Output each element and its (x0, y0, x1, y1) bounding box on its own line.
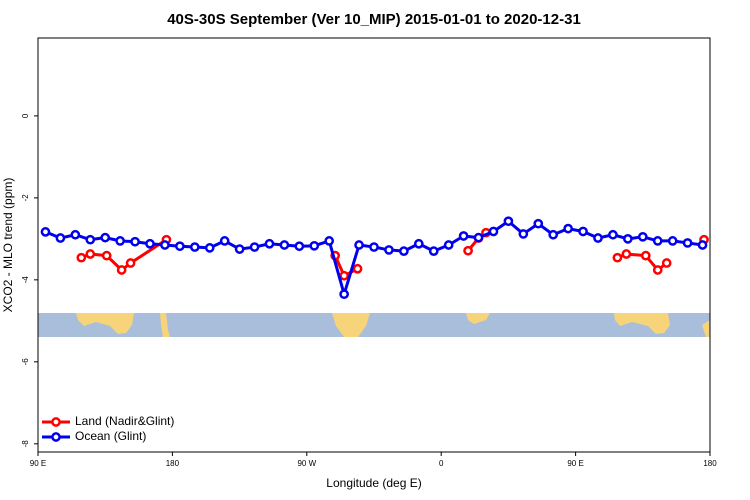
data-point (443, 240, 454, 250)
data-point (473, 232, 484, 243)
data-point (548, 229, 559, 240)
data-point (219, 236, 230, 246)
data-point (352, 263, 363, 274)
y-tick-label: -8 (21, 440, 30, 448)
series-line (44, 219, 703, 296)
land-shape (466, 313, 490, 324)
legend-label: Land (Nadir&Glint) (75, 414, 174, 428)
land-shape (702, 320, 710, 337)
data-point (621, 249, 632, 259)
legend-marker (51, 432, 61, 442)
y-tick-label: -2 (21, 194, 30, 202)
x-tick-label: 180 (703, 459, 717, 468)
data-point (384, 245, 394, 255)
y-tick-label: -4 (21, 276, 30, 284)
legend-label: Ocean (Glint) (75, 429, 146, 443)
data-point (234, 244, 245, 254)
land-shape (76, 313, 134, 334)
data-point (40, 227, 51, 237)
data-point (640, 250, 651, 261)
x-tick-label: 90 E (30, 459, 46, 468)
data-point (488, 226, 499, 237)
data-point (115, 236, 125, 246)
data-point (294, 241, 305, 252)
data-point (175, 241, 185, 252)
data-point (100, 232, 111, 243)
y-tick-label: -6 (21, 358, 30, 366)
y-axis-label: XCO2 - MLO trend (ppm) (1, 178, 15, 313)
data-point (413, 238, 424, 249)
data-point (518, 229, 529, 239)
data-point (661, 258, 672, 268)
x-tick-label: 0 (439, 459, 444, 468)
y-tick-label: 0 (21, 113, 30, 118)
legend-marker (51, 417, 61, 427)
data-point (125, 258, 136, 268)
data-point (160, 240, 170, 250)
data-point (354, 240, 364, 250)
data-point (55, 233, 66, 243)
ocean-strip (38, 313, 710, 337)
data-point (249, 242, 260, 252)
x-tick-label: 90 E (567, 459, 583, 468)
plot-frame (37, 37, 711, 453)
data-point (279, 240, 290, 250)
data-point (593, 233, 603, 243)
data-point (189, 242, 200, 252)
series-line (81, 233, 704, 276)
data-point (652, 236, 663, 246)
x-axis-label: Longitude (deg E) (326, 476, 421, 490)
data-point (697, 240, 708, 250)
data-point (612, 252, 623, 263)
x-tick-label: 90 W (297, 459, 316, 468)
land-shape (332, 313, 370, 337)
chart-title: 40S-30S September (Ver 10_MIP) 2015-01-0… (167, 11, 581, 28)
data-point (463, 245, 473, 256)
data-point (145, 238, 155, 249)
data-point (428, 246, 439, 256)
data-point (623, 234, 633, 244)
data-point (339, 270, 349, 281)
data-point (204, 243, 215, 253)
data-point (608, 229, 618, 240)
data-point (682, 238, 693, 248)
map-strip (38, 313, 710, 337)
data-point (667, 236, 678, 246)
data-point (458, 231, 469, 241)
data-point (85, 249, 96, 259)
data-point (563, 223, 573, 234)
data-point (264, 238, 275, 249)
data-point (85, 234, 96, 245)
land-shape (614, 313, 670, 334)
data-point (399, 246, 409, 256)
data-point (369, 242, 379, 252)
data-point (101, 250, 112, 261)
data-point (637, 231, 648, 242)
land-shape (160, 313, 170, 337)
data-point (76, 252, 87, 263)
data-point (533, 218, 544, 229)
x-tick-label: 180 (166, 459, 180, 468)
data-point (578, 226, 588, 237)
data-point (503, 216, 514, 227)
data-point (324, 236, 335, 246)
data-point (130, 236, 140, 247)
data-point (652, 265, 663, 275)
data-point (116, 265, 127, 275)
data-point (70, 229, 81, 240)
data-point (309, 240, 320, 251)
data-point (339, 289, 349, 300)
